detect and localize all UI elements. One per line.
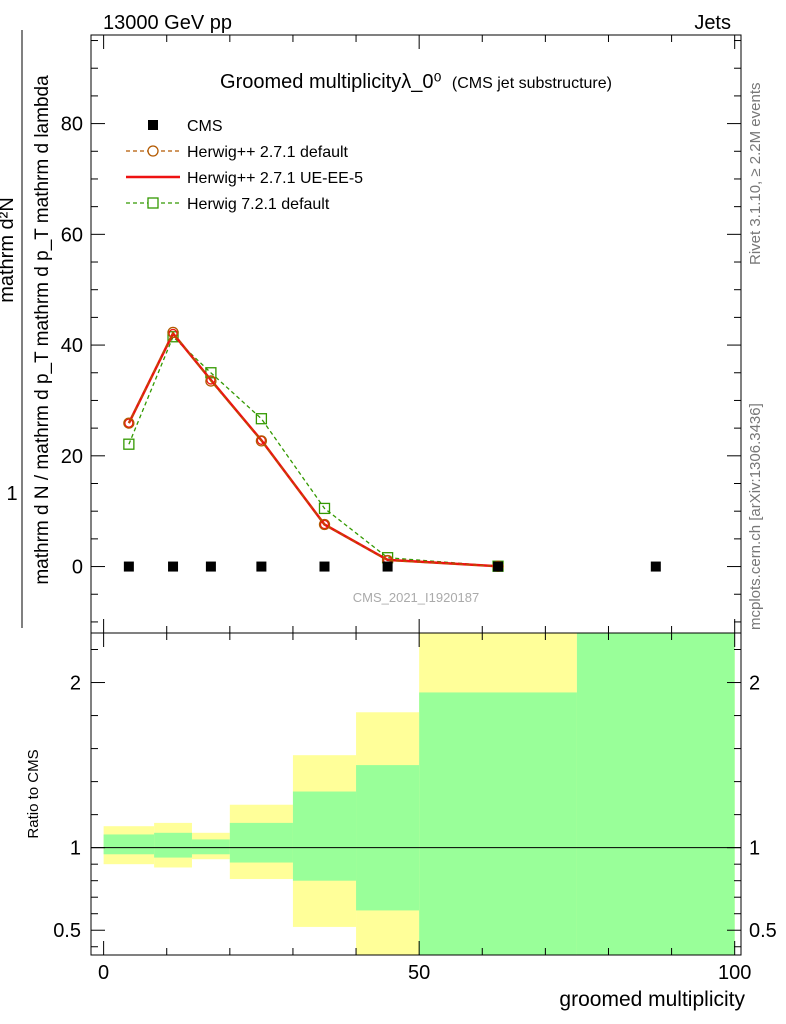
ratio-ticks: 0.5 0.5 1 1 2 2 0 50 100 — [53, 633, 777, 984]
legend-marker — [147, 197, 159, 209]
y-label-numerator: mathrm d²N — [0, 197, 18, 303]
data-point — [167, 326, 179, 338]
data-point — [124, 418, 134, 428]
data-point — [168, 561, 179, 572]
process-label: Jets — [694, 12, 731, 34]
mcplots-label: mcplots.cern.ch [arXiv:1306.3436] — [747, 403, 764, 630]
series-line — [128, 331, 499, 567]
ratio-y-tick-label: 2 — [70, 673, 81, 695]
legend-marker — [148, 120, 158, 130]
ratio-y-tick-label: 0.5 — [53, 920, 81, 942]
y-tick-label: 60 — [61, 224, 83, 246]
y-label-top: 1 — [6, 483, 17, 505]
main-title: Groomed multiplicityλ_0⁰ — [220, 71, 441, 93]
data-point — [255, 413, 268, 425]
rivet-label: Rivet 3.1.10, ≥ 2.2M events — [747, 83, 764, 266]
legend: CMS Herwig++ 2.7.1 default Herwig++ 2.7.1 … — [126, 118, 363, 213]
series-line — [128, 335, 499, 567]
data-point — [123, 561, 134, 572]
data-point — [318, 502, 331, 515]
ratio-plot-frame — [90, 632, 742, 956]
legend-label: Herwig++ 2.7.1 UE-EE-5 — [187, 170, 363, 187]
ratio-plot: 0.5 0.5 1 1 2 2 0 50 100 Ratio to CMS groomed mu… — [25, 632, 777, 1011]
x-tick-label: 0 — [98, 962, 109, 984]
ratio-y-tick-label-right: 2 — [749, 673, 760, 695]
ratio-band-inner — [576, 633, 735, 955]
data-point — [256, 561, 267, 572]
main-marks — [123, 326, 661, 572]
ratio-y-tick-label: 1 — [70, 838, 81, 860]
data-point — [123, 417, 135, 429]
data-point — [382, 561, 393, 572]
data-point — [205, 561, 216, 572]
main-subtitle: (CMS jet substructure) — [452, 75, 612, 92]
main-ticks: 0 20 40 60 80 — [61, 35, 741, 633]
ratio-band-inner — [356, 765, 420, 911]
ratio-y-tick-label-right: 0.5 — [749, 920, 777, 942]
y-tick-label: 40 — [61, 335, 83, 357]
data-point — [255, 435, 268, 447]
data-point — [318, 518, 331, 531]
legend-label: Herwig 7.2.1 default — [187, 196, 330, 213]
legend-label: Herwig++ 2.7.1 default — [187, 144, 349, 161]
ratio-band-inner — [292, 791, 357, 881]
ratio-y-label: Ratio to CMS — [25, 749, 42, 838]
ratio-band-inner — [103, 834, 155, 855]
data-point — [205, 375, 217, 387]
watermark: CMS_2021_I1920187 — [353, 590, 480, 605]
main-title-line: Groomed multiplicityλ_0⁰ (CMS jet substr… — [220, 71, 612, 93]
ratio-band-inner — [419, 692, 577, 955]
series-line — [127, 331, 499, 568]
legend-label: CMS — [187, 118, 223, 135]
data-point — [319, 519, 330, 530]
y-tick-label: 20 — [61, 446, 83, 468]
data-point — [650, 561, 661, 572]
main-plot: 0 20 40 60 80 Groomed multiplicityλ_0⁰ (CMS … — [0, 30, 742, 634]
energy-label: 13000 GeV pp — [103, 12, 232, 34]
ratio-band-inner — [191, 839, 230, 855]
ratio-band-inner — [154, 832, 192, 858]
x-axis-label: groomed multiplicity — [559, 988, 745, 1011]
x-tick-label: 100 — [718, 962, 751, 984]
x-tick-label: 50 — [408, 962, 430, 984]
ratio-y-tick-label-right: 1 — [749, 838, 760, 860]
y-tick-label: 0 — [72, 557, 83, 579]
y-tick-label: 80 — [61, 114, 83, 136]
data-point — [493, 561, 504, 572]
data-point — [123, 438, 135, 450]
legend-marker — [147, 145, 159, 157]
ratio-band-inner — [229, 822, 293, 863]
data-point — [319, 561, 330, 572]
y-label-denominator: mathrm d N / mathrm d p_T mathrm d p_T m… — [32, 75, 53, 585]
ratio-bands — [103, 633, 735, 955]
